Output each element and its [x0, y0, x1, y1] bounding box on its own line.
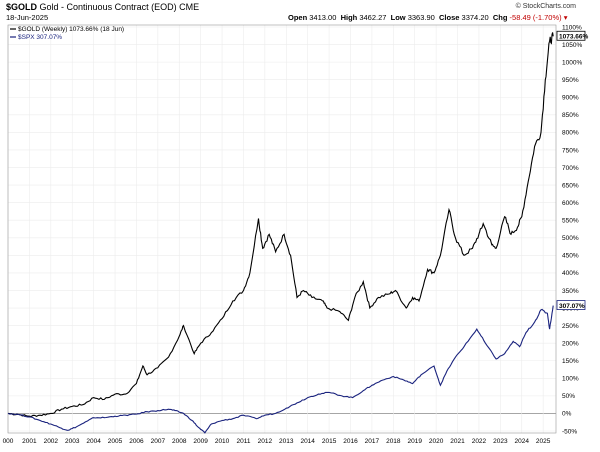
last-value-labels: 1073.66% 307.07%: [556, 30, 588, 310]
plot-frame: [7, 24, 557, 434]
instrument-name: Gold - Continuous Contract (EOD): [39, 2, 177, 12]
last-value-box: [556, 30, 586, 41]
x-tick-label: 2013: [279, 438, 294, 445]
close-label: Close: [439, 13, 460, 22]
x-tick-label: 2009: [193, 438, 208, 445]
last-value-label: 307.07%: [559, 303, 585, 310]
x-tick-label: 2018: [386, 438, 401, 445]
y-tick-label: -50%: [562, 428, 577, 435]
chart-date: 18-Jun-2025: [6, 13, 49, 22]
x-tick-label: 2011: [236, 438, 250, 445]
grid: [7, 25, 556, 433]
symbol: $GOLD: [6, 2, 38, 12]
quote-bar: Open 3413.00 High 3462.27 Low 3363.90 Cl…: [288, 13, 568, 22]
x-tick-label: 2014: [300, 438, 315, 445]
y-tick-label: 350%: [562, 288, 579, 295]
gold-series-line: [7, 32, 554, 418]
x-tick-label: 2002: [44, 438, 59, 445]
y-tick-label: 650%: [562, 182, 579, 189]
legend: $GOLD (Weekly) 1073.66% (18 Jun)$SPX 307…: [10, 26, 124, 41]
series-layer: [7, 32, 554, 434]
legend-entry: $SPX 307.07%: [18, 34, 62, 41]
x-tick-label: 2025: [536, 438, 551, 445]
y-tick-label: 600%: [562, 200, 579, 207]
x-tick-label: 2008: [172, 438, 187, 445]
y-tick-label: 850%: [562, 112, 579, 119]
y-tick-label: 250%: [562, 323, 579, 330]
x-tick-label: 2022: [472, 438, 487, 445]
x-tick-label: 2020: [429, 438, 444, 445]
down-arrow-icon: ▾: [563, 13, 568, 22]
x-tick-label: 2010: [215, 438, 230, 445]
open-value: 3413.00: [309, 13, 337, 22]
y-tick-label: 1050%: [562, 42, 582, 49]
y-tick-label: 400%: [562, 270, 579, 277]
y-tick-label: 50%: [562, 393, 575, 400]
x-tick-label: 2007: [151, 438, 166, 445]
exchange: CME: [179, 2, 200, 12]
x-tick-label: 2006: [129, 438, 144, 445]
x-tick-label: 000: [3, 438, 14, 445]
x-tick-label: 2021: [450, 438, 465, 445]
y-tick-label: 500%: [562, 235, 579, 242]
y-tick-label: 450%: [562, 253, 579, 260]
y-tick-label: 200%: [562, 340, 579, 347]
last-value-box: [556, 300, 586, 310]
x-axis: 000 2001 2002 2003 2004 2005 2006 2007 2008 2009 2…: [3, 438, 551, 445]
open-label: Open: [288, 13, 308, 22]
brand-label: © StockCharts.com: [515, 3, 576, 10]
low-value: 3363.90: [407, 13, 435, 22]
spx-series-line: [7, 305, 554, 434]
x-tick-label: 2003: [65, 438, 80, 445]
y-tick-label: 150%: [562, 358, 579, 365]
y-axis: 1100% 1050% 1000% 950% 900% 850% 800% 750% 700% 6…: [562, 24, 582, 435]
y-tick-label: 1000%: [562, 59, 582, 66]
y-tick-label: 100%: [562, 376, 579, 383]
x-tick-label: 2012: [258, 438, 273, 445]
x-tick-label: 2024: [515, 438, 530, 445]
y-tick-label: 550%: [562, 218, 579, 225]
x-tick-label: 2001: [22, 438, 37, 445]
x-tick-label: 2023: [493, 438, 508, 445]
y-tick-label: 800%: [562, 130, 579, 137]
x-tick-label: 2016: [343, 438, 358, 445]
x-tick-label: 2004: [86, 438, 101, 445]
y-tick-label: 900%: [562, 95, 579, 102]
x-tick-label: 2019: [407, 438, 422, 445]
close-value: 3374.20: [461, 13, 489, 22]
x-tick-label: 2015: [322, 438, 337, 445]
legend-entry: $GOLD (Weekly) 1073.66% (18 Jun): [18, 26, 124, 33]
chart-title: $GOLD Gold - Continuous Contract (EOD) C…: [6, 2, 199, 12]
y-tick-label: 1100%: [562, 24, 582, 31]
chg-label: Chg: [492, 13, 508, 22]
y-tick-label: 700%: [562, 165, 579, 172]
low-label: Low: [390, 13, 406, 22]
last-value-label: 1073.66%: [559, 33, 588, 40]
x-tick-label: 2017: [365, 438, 380, 445]
high-value: 3462.27: [359, 13, 387, 22]
x-tick-label: 2005: [108, 438, 123, 445]
y-tick-label: 750%: [562, 147, 579, 154]
chg-value: -58.49 (-1.70%): [509, 13, 562, 22]
high-label: High: [340, 13, 358, 22]
y-tick-label: 0%: [562, 411, 572, 418]
y-tick-label: 950%: [562, 77, 579, 84]
